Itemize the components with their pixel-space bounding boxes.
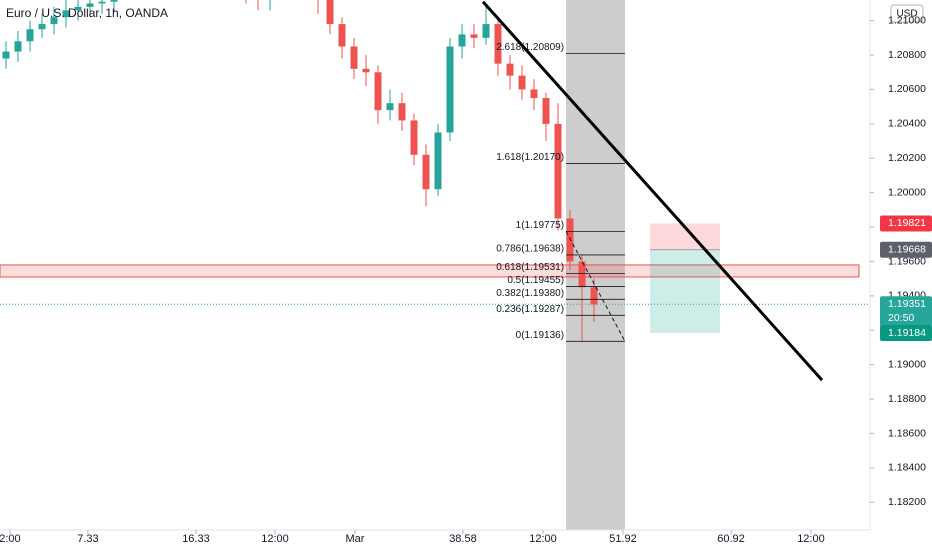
- candle-body: [386, 103, 394, 111]
- fib-label: 0(1.19136): [516, 330, 564, 341]
- candle-body: [374, 72, 382, 111]
- price-tag-label: 1.19668: [888, 244, 926, 256]
- y-tick-label: 1.21000: [888, 14, 926, 26]
- y-tick-label: 1.20400: [888, 118, 926, 130]
- y-tick-label: 1.18800: [888, 393, 926, 405]
- candle-body: [14, 41, 22, 52]
- fib-label: 0.618(1.19531): [496, 262, 564, 273]
- candle-body: [410, 120, 418, 155]
- y-tick-label: 1.20200: [888, 152, 926, 164]
- y-tick-label: 1.20600: [888, 83, 926, 95]
- candle-body: [326, 0, 334, 25]
- candle-body: [494, 24, 502, 64]
- candle-body: [350, 46, 358, 69]
- price-tag-label: 1.19184: [888, 327, 926, 339]
- candle-body: [506, 63, 514, 76]
- candle-body: [422, 154, 430, 190]
- candle-body: [110, 0, 118, 2]
- x-tick-label: Mar: [345, 533, 364, 545]
- fib-label: 1.618(1.20170): [496, 152, 564, 163]
- currency-label: USD: [896, 9, 917, 20]
- y-tick-label: 1.20800: [888, 49, 926, 61]
- x-tick-label: 12:00: [261, 533, 289, 545]
- trendline: [481, 0, 824, 382]
- price-tag: [880, 241, 932, 258]
- y-tick-label: 1.19000: [888, 358, 926, 370]
- candle-body: [26, 29, 34, 42]
- plot-area: 2.618(1.20809) 1.618(1.20170) 1(1.19775) 0.…: [0, 0, 870, 530]
- candle-body: [554, 123, 562, 219]
- fib-label: 0.382(1.19380): [496, 288, 564, 299]
- price-tag-label: 1.19351: [888, 298, 926, 310]
- price-tag-sub: 20:50: [888, 312, 914, 324]
- x-tick-label: 51.92: [609, 533, 637, 545]
- chart-title: Euro / U.S. Dollar, 1h, OANDA: [6, 6, 168, 20]
- y-tick-label: 1.18400: [888, 462, 926, 474]
- y-tick-label: 1.18200: [888, 496, 926, 508]
- candle-body: [518, 75, 526, 90]
- x-tick-label: 7.33: [77, 533, 98, 545]
- candle-body: [362, 68, 370, 73]
- x-tick-label: 38.58: [449, 533, 477, 545]
- candle-body: [542, 98, 550, 124]
- y-tick-label: 1.18600: [888, 427, 926, 439]
- price-tag: [880, 296, 932, 327]
- candle-body: [50, 17, 58, 25]
- zone: [0, 264, 860, 278]
- candle-body: [458, 34, 466, 47]
- candle-body: [590, 287, 598, 305]
- target-area: [650, 249, 720, 334]
- candle-body: [434, 132, 442, 190]
- candle-body: [62, 10, 70, 18]
- x-tick-label: 2:00: [0, 533, 21, 545]
- y-tick-label: 1.19600: [888, 255, 926, 267]
- candle-body: [578, 261, 586, 288]
- fib-label: 0.236(1.19287): [496, 304, 564, 315]
- fib-label: 2.618(1.20809): [496, 42, 564, 53]
- fib-label: 0.786(1.19638): [496, 244, 564, 255]
- candle-body: [2, 51, 10, 59]
- candle-body: [74, 6, 82, 11]
- x-tick-label: 16.33: [182, 533, 210, 545]
- fib-label: 0.5(1.19455): [507, 275, 564, 286]
- price-tag: [880, 215, 932, 232]
- candle-body: [482, 24, 490, 38]
- candle-body: [98, 1, 106, 4]
- candle-body: [530, 89, 538, 99]
- candle-body: [86, 3, 94, 7]
- x-tick-label: 12:00: [797, 533, 825, 545]
- candle-body: [446, 46, 454, 133]
- price-tag: [880, 325, 932, 342]
- y-tick-label: 1.20000: [888, 186, 926, 198]
- candle-body: [470, 34, 478, 38]
- candle-body: [566, 218, 574, 262]
- fib-label: 1(1.19775): [516, 220, 564, 231]
- candle-body: [38, 24, 46, 30]
- price-tag-label: 1.19821: [888, 217, 926, 229]
- candle-body: [398, 103, 406, 121]
- x-tick-label: 12:00: [529, 533, 557, 545]
- x-tick-label: 60.92: [717, 533, 745, 545]
- candle-body: [338, 24, 346, 47]
- currency-badge[interactable]: [890, 4, 924, 23]
